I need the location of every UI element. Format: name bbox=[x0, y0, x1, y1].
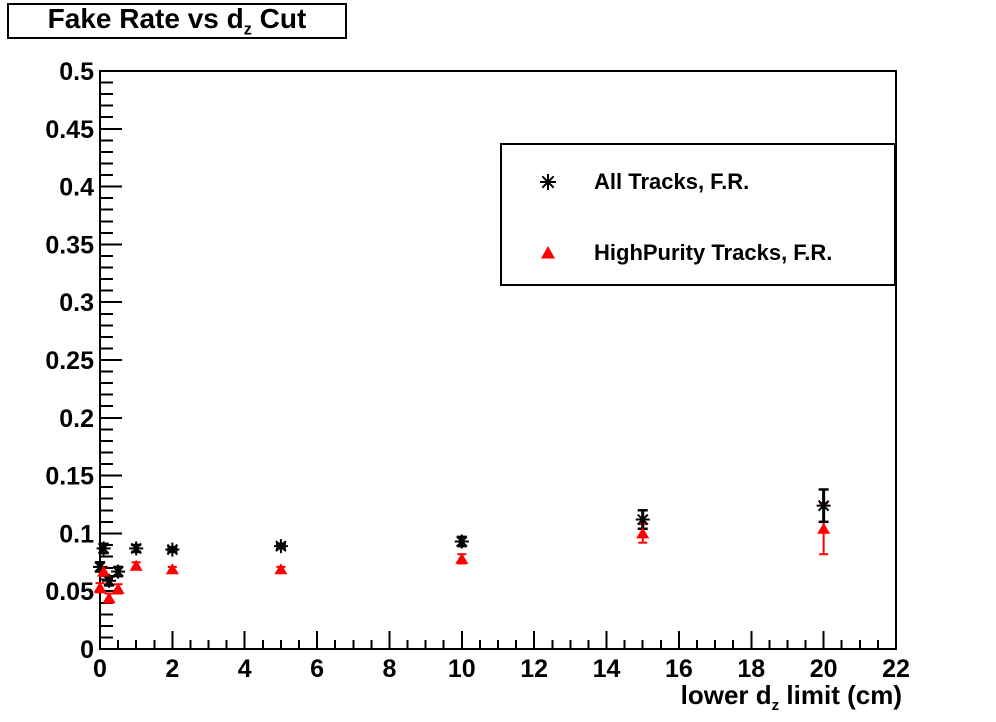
marker-highpurity-tracks bbox=[274, 563, 288, 575]
x-axis-tick-label: 16 bbox=[665, 655, 693, 683]
y-axis-tick-label: 0.25 bbox=[45, 347, 94, 375]
marker-center-all-tracks bbox=[459, 539, 465, 544]
marker-highpurity-tracks bbox=[636, 527, 650, 539]
legend-entry-highpurity-tracks: HighPurity Tracks, F.R. bbox=[502, 238, 894, 268]
marker-center-all-tracks bbox=[169, 547, 175, 552]
chart-title: Fake Rate vs dz Cut bbox=[47, 2, 307, 39]
y-axis-tick-label: 0.2 bbox=[59, 405, 94, 433]
x-axis-tick-label: 0 bbox=[93, 655, 107, 683]
x-axis-tick-label: 10 bbox=[448, 655, 476, 683]
y-axis-tick-label: 0.5 bbox=[59, 58, 94, 86]
chart-title-box: Fake Rate vs dz Cut bbox=[7, 3, 347, 39]
legend-entry-all-tracks: All Tracks, F.R. bbox=[502, 167, 894, 197]
marker-highpurity-tracks bbox=[111, 582, 125, 594]
marker-center-all-tracks bbox=[101, 546, 107, 551]
legend-label-all-tracks: All Tracks, F.R. bbox=[594, 169, 750, 194]
marker-highpurity-tracks bbox=[93, 581, 107, 593]
x-axis-tick-label: 22 bbox=[882, 655, 910, 683]
x-axis-tick-label: 4 bbox=[238, 655, 252, 683]
marker-center-all-tracks bbox=[821, 503, 827, 509]
x-axis-title: lower dz limit (cm) bbox=[680, 680, 902, 715]
marker-center-all-tracks bbox=[278, 543, 284, 549]
y-axis-tick-label: 0.3 bbox=[59, 289, 94, 317]
marker-highpurity-tracks bbox=[165, 563, 179, 575]
marker-highpurity-tracks bbox=[455, 552, 469, 564]
x-axis-tick-label: 6 bbox=[310, 655, 324, 683]
x-axis-tick-label: 14 bbox=[593, 655, 621, 683]
y-axis-tick-label: 0.1 bbox=[59, 520, 94, 548]
x-axis-tick-label: 2 bbox=[165, 655, 179, 683]
marker-center-all-tracks bbox=[106, 578, 112, 584]
x-axis-tick-label: 12 bbox=[520, 655, 548, 683]
asterisk-marker-icon bbox=[502, 171, 594, 193]
y-axis-tick-label: 0.4 bbox=[59, 174, 94, 202]
legend-label-highpurity-tracks: HighPurity Tracks, F.R. bbox=[594, 240, 833, 265]
x-axis-tick-label: 18 bbox=[737, 655, 765, 683]
marker-highpurity-tracks bbox=[97, 565, 111, 577]
marker-center-all-tracks bbox=[97, 564, 103, 570]
y-axis-tick-label: 0 bbox=[80, 636, 94, 664]
marker-center-all-tracks bbox=[133, 546, 139, 551]
marker-center-all-tracks bbox=[115, 569, 121, 574]
x-axis-tick-label: 20 bbox=[810, 655, 838, 683]
y-axis-tick-label: 0.15 bbox=[45, 463, 94, 491]
y-axis-tick-label: 0.05 bbox=[45, 578, 94, 606]
triangle-marker-icon bbox=[502, 242, 594, 264]
marker-highpurity-tracks bbox=[129, 559, 143, 571]
y-axis-tick-label: 0.35 bbox=[45, 231, 94, 259]
marker-highpurity-tracks bbox=[102, 592, 116, 604]
y-axis-tick-label: 0.45 bbox=[45, 116, 94, 144]
x-axis-tick-label: 8 bbox=[383, 655, 397, 683]
marker-highpurity-tracks bbox=[817, 522, 831, 534]
marker-center-all-tracks bbox=[640, 517, 646, 522]
legend-box: All Tracks, F.R. HighPurity Tracks, F.R. bbox=[500, 143, 896, 286]
